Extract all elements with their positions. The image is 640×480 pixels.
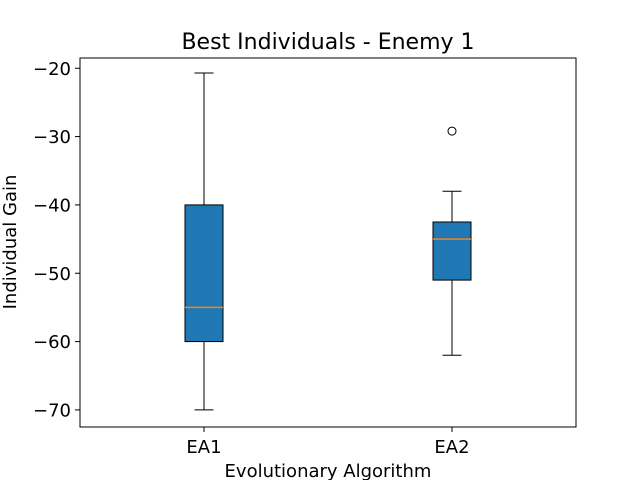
y-axis-label: Individual Gain (0, 175, 21, 310)
x-tick-label: EA1 (186, 437, 221, 458)
y-tick-label: −60 (33, 332, 71, 353)
x-axis-label: Evolutionary Algorithm (225, 461, 432, 480)
box-iqr (184, 204, 224, 343)
plot-area-frame (79, 57, 577, 428)
box-iqr (432, 221, 472, 281)
boxes-group (184, 72, 472, 411)
box-ea1 (184, 72, 224, 411)
x-tick-label: EA2 (434, 437, 469, 458)
x-axis: EA1 EA2 (186, 427, 470, 458)
y-tick-label: −40 (33, 195, 71, 216)
y-tick-label: −30 (33, 127, 71, 148)
box-ea2 (432, 126, 472, 356)
y-tick-label: −20 (33, 59, 71, 80)
chart-title: Best Individuals - Enemy 1 (181, 30, 474, 55)
y-tick-label: −70 (33, 400, 71, 421)
outlier-point (447, 126, 457, 136)
y-tick-label: −50 (33, 264, 71, 285)
y-axis: −20 −30 −40 −50 −60 −70 (33, 59, 80, 421)
